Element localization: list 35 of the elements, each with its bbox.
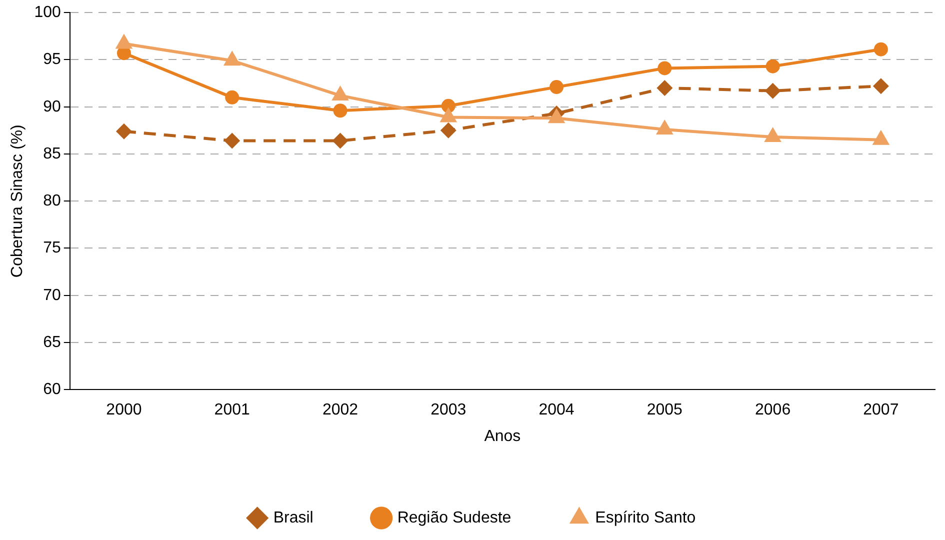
x-tick-label: 2006: [754, 402, 791, 419]
point: [766, 59, 780, 74]
y-tick-label: 85: [43, 145, 61, 162]
x-tick-label: 2004: [538, 402, 574, 419]
x-tick-label: 2001: [214, 402, 250, 419]
point: [225, 90, 240, 104]
point: [874, 42, 888, 56]
legend-label: Espírito Santo: [595, 509, 696, 526]
y-tick-label: 70: [43, 286, 61, 304]
point: [116, 123, 132, 140]
y-tick-label: 95: [43, 51, 61, 68]
y-tick-label: 100: [34, 4, 61, 22]
point: [656, 80, 673, 96]
point: [872, 78, 889, 94]
point: [658, 61, 672, 76]
y-tick-label: 65: [43, 334, 61, 351]
point: [764, 82, 781, 99]
point: [332, 132, 348, 149]
x-tick-label: 2005: [646, 402, 683, 419]
y-axis-title: Cobertura Sinasc (%): [9, 124, 26, 278]
y-tick-label: 75: [43, 240, 61, 257]
x-tick-label: 2007: [863, 402, 899, 419]
point: [224, 132, 240, 149]
point: [333, 104, 348, 118]
y-tick-label: 90: [43, 98, 61, 116]
x-tick-label: 2003: [430, 402, 466, 419]
point: [440, 122, 456, 138]
x-tick-label: 2000: [106, 402, 142, 419]
y-tick-label: 80: [43, 192, 61, 210]
legend-label: Brasil: [273, 509, 314, 526]
y-tick-label: 60: [43, 381, 61, 398]
legend-label: Região Sudeste: [397, 509, 512, 526]
point: [550, 80, 564, 94]
x-axis-title: Anos: [484, 428, 521, 445]
x-tick-label: 2002: [322, 402, 358, 419]
